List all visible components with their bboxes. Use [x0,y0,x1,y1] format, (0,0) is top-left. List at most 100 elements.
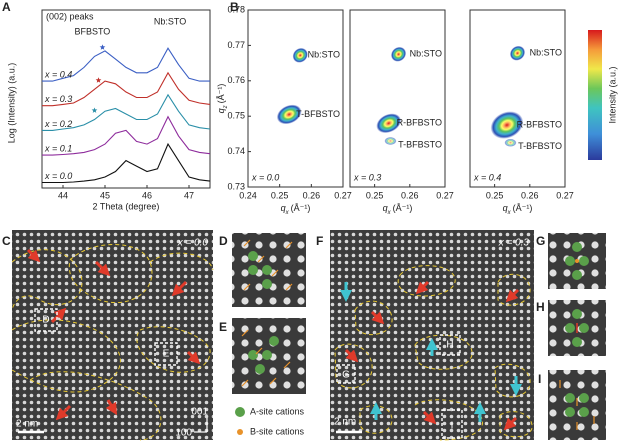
plot-frame [41,9,211,189]
series-label: x = 0.4 [44,69,72,79]
axis-label-base: q [281,203,286,213]
panel-label: A [2,0,11,14]
xrd-curve [42,47,210,82]
panel-label: C [2,234,11,248]
annotation: x = 0.3 [353,172,381,182]
axis-label-base: q [503,203,508,213]
x-tick-label: 0.25 [366,190,384,200]
peak-marker [99,44,106,50]
series-label: x = 0.3 [44,94,72,104]
chart-title: (002) peaks [46,11,94,21]
x-tick-label: 45 [100,190,110,200]
box-label: G [342,370,350,381]
diffraction-spot [490,111,524,139]
axis-label: 100 [175,428,192,439]
x-tick-label: 0.26 [303,190,321,200]
y-tick-label: 0.75 [227,111,245,121]
box-label: D [42,315,49,326]
x-tick-label: 0.27 [436,190,454,200]
diffraction-spot [276,104,302,125]
scale-bar-label: 2 nm [16,419,38,430]
x-tick-label: 44 [58,190,68,200]
plot-frame [469,9,566,188]
y-tick-label: 0.77 [227,40,245,50]
axis-label: qx (Å⁻¹) [503,203,533,215]
diffraction-spot [390,46,407,62]
legend-label: A-site cations [250,406,305,416]
x-tick-label: 0.25 [486,190,504,200]
axis-label-sub: z [223,105,229,109]
spot-label: R-BFBSTO [517,119,562,129]
x-tick-label: 47 [184,190,194,200]
panel-label: G [536,234,545,248]
colorbar-label: Intensity (a.u.) [607,66,617,123]
diffraction-spot [292,47,308,63]
diffraction-spot [509,45,526,61]
annotation: x = 0.4 [473,172,501,182]
plot-frame [247,9,344,188]
panel-label: B [230,0,239,14]
micrograph-c: D E x = 0.0 2 nm 001 100 [11,230,214,441]
diffraction-spot [504,138,517,147]
series-label: x = 0.0 [44,171,72,181]
plot-frame [349,9,446,188]
y-tick-label: 0.78 [227,4,245,14]
y-tick-label: 0.73 [227,181,245,191]
annotation: Nb:STO [154,16,186,26]
spot-label: T-BFBSTO [398,139,442,149]
axis-label-unit: (Å⁻¹) [291,203,311,213]
diffraction-spot [376,113,402,134]
series-label: x = 0.2 [44,119,72,129]
box-label: H [446,340,453,351]
spot-label: Nb:STO [530,48,562,58]
axis-label: qx (Å⁻¹) [383,203,413,215]
panel-label: D [219,234,228,248]
xrd-curve [42,115,211,156]
zoom-i [548,370,606,440]
y-axis-label: Log (Intensity) (a.u.) [6,63,16,144]
panel-label: E [219,320,227,334]
colorbar [588,30,602,160]
x-tick-label: 0.26 [521,190,539,200]
annotation: x = 0.0 [177,238,209,249]
axis-label: qx (Å⁻¹) [281,203,311,215]
diffraction-spot [384,136,397,145]
x-tick-label: 0.27 [334,190,352,200]
xrd-curve [42,142,211,184]
annotation: x = 0.0 [251,172,279,182]
x-tick-label: 0.24 [239,190,257,200]
spot-label: Nb:STO [308,50,340,60]
xrd-curve [42,93,211,131]
axis-label-sub: x [507,210,512,216]
zoom-d [232,233,306,307]
x-axis-label: 2 Theta (degree) [93,201,160,211]
box-label: E [163,349,170,360]
zoom-g [548,233,606,289]
legend-label: B-site cations [250,426,305,436]
peak-marker [95,77,102,83]
annotation: x = 0.3 [498,238,530,249]
axis-label-sub: x [387,210,392,216]
legend-swatch [237,429,243,435]
x-tick-label: 0.26 [401,190,419,200]
zoom-h [548,300,606,356]
panel-label: H [536,300,545,314]
axis-label: 001 [191,407,208,418]
box-label: I [451,421,454,432]
x-tick-label: 0.27 [556,190,574,200]
axis-label-sub: x [285,210,290,216]
axis-label-unit: (Å⁻¹) [216,84,226,104]
legend-swatch [235,407,245,417]
series-label: x = 0.1 [44,143,72,153]
spot-label: Nb:STO [410,49,442,59]
axis-label-unit: (Å⁻¹) [513,203,533,213]
axis-label: qz(Å⁻¹) [216,84,228,114]
scale-bar-label: 2 nm [334,417,356,428]
panel-label: F [316,234,323,248]
annotation: BFBSTO [74,26,110,36]
axis-label-base: q [383,203,388,213]
x-tick-label: 0.25 [271,190,289,200]
spot-label: R-BFBSTO [397,118,442,128]
zoom-e [232,318,306,394]
